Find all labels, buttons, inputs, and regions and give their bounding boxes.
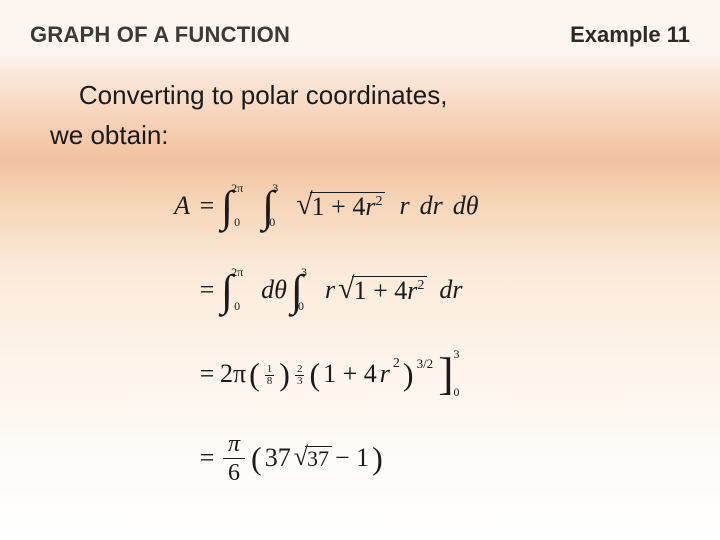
dtheta: dθ <box>453 191 479 221</box>
limit-upper: 3 <box>301 265 307 280</box>
intro-text: Converting to polar coordinates, we obta… <box>50 75 680 156</box>
intro-line-1: Converting to polar coordinates, <box>50 75 680 115</box>
dr: dr <box>420 191 443 221</box>
sqrt: √ 1 + 4r2 <box>296 189 385 223</box>
equation-row-4: = π 6 ( 37 √37 − 1 ) <box>160 430 478 486</box>
equation-row-2: = ∫ 2π 0 dθ ∫ 3 0 r √ 1 + 4r2 dr <box>160 262 478 318</box>
sqrt-exp: 2 <box>375 194 382 209</box>
equation-row-3: = 2π ( 18 ) 23 ( 1 + 4r2 ) 3/2 ] 3 0 <box>160 346 478 402</box>
limit-lower: 0 <box>298 299 304 314</box>
math-block: A = ∫ 2π 0 ∫ 3 0 √ 1 + 4r2 r dr dθ = <box>160 178 478 514</box>
minus-one: − 1 <box>335 443 369 473</box>
paren-left: ( <box>251 440 262 477</box>
equals: = <box>194 443 220 473</box>
sqrt-exp: 2 <box>417 278 424 293</box>
frac-2-3: 23 <box>295 364 305 387</box>
sqrt: √ 1 + 4r2 <box>338 273 427 307</box>
equals: = <box>194 359 220 389</box>
paren-left: ( <box>309 356 320 393</box>
sqrt-const: 1 + 4 <box>354 276 408 305</box>
frac-1-8: 18 <box>265 364 275 387</box>
eq1-lhs: A <box>160 191 194 221</box>
paren-right: ) <box>403 356 414 393</box>
section-title: GRAPH OF A FUNCTION <box>30 22 290 48</box>
equals: = <box>194 275 220 305</box>
equals: = <box>194 191 220 221</box>
dtheta: dθ <box>261 275 287 305</box>
sqrt-var: r <box>407 276 417 305</box>
outer-exp: 3/2 <box>417 356 434 372</box>
frac-pi-6: π 6 <box>223 432 245 485</box>
sqrt-var: r <box>365 192 375 221</box>
base-const: 1 + 4 <box>323 359 377 389</box>
var-r: r <box>399 191 409 221</box>
paren-right: ) <box>372 440 383 477</box>
eval-lower: 0 <box>454 385 460 400</box>
limit-lower: 0 <box>234 299 240 314</box>
equation-row-1: A = ∫ 2π 0 ∫ 3 0 √ 1 + 4r2 r dr dθ <box>160 178 478 234</box>
sqrt-const: 1 + 4 <box>312 192 366 221</box>
sqrt-37: √37 <box>294 443 332 473</box>
limit-lower: 0 <box>234 215 240 230</box>
coef-37: 37 <box>265 443 291 473</box>
var-r: r <box>325 275 335 305</box>
paren-left: ( <box>249 356 260 393</box>
base-var: r <box>380 359 390 389</box>
eval-upper: 3 <box>454 347 460 362</box>
paren-right: ) <box>279 356 290 393</box>
limit-upper: 2π <box>231 181 243 196</box>
limit-upper: 2π <box>231 265 243 280</box>
limit-lower: 0 <box>269 215 275 230</box>
example-label: Example 11 <box>570 22 690 48</box>
base-exp: 2 <box>393 356 400 372</box>
dr: dr <box>439 275 462 305</box>
limit-upper: 3 <box>272 181 278 196</box>
coef-2pi: 2π <box>220 359 246 389</box>
intro-line-2: we obtain: <box>50 115 680 155</box>
